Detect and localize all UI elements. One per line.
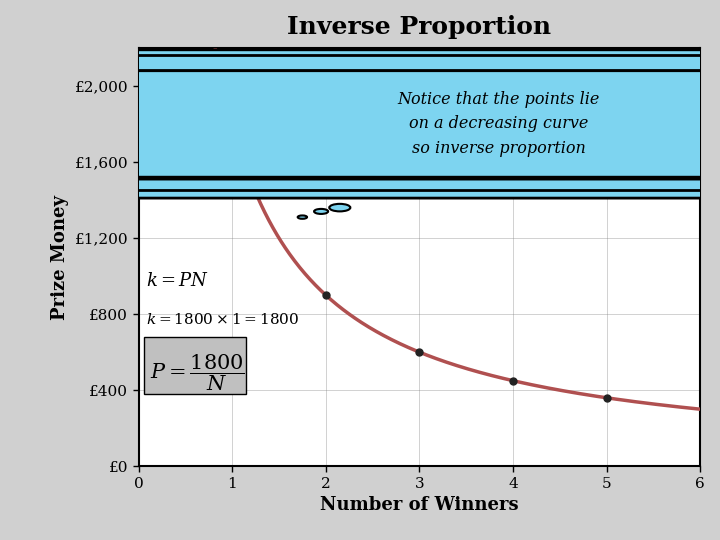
Circle shape <box>0 82 720 158</box>
Circle shape <box>0 114 720 187</box>
FancyBboxPatch shape <box>144 337 246 394</box>
Ellipse shape <box>314 209 328 214</box>
Text: $P = \dfrac{k}{N}$: $P = \dfrac{k}{N}$ <box>146 146 203 185</box>
X-axis label: Number of Winners: Number of Winners <box>320 496 518 514</box>
Text: $P = \dfrac{1800}{N}$: $P = \dfrac{1800}{N}$ <box>150 353 245 393</box>
Text: Notice that the points lie
on a decreasing curve
so inverse proportion: Notice that the points lie on a decreasi… <box>397 91 600 157</box>
Circle shape <box>0 114 720 191</box>
Circle shape <box>0 71 720 151</box>
Title: Inverse Proportion: Inverse Proportion <box>287 15 552 39</box>
Circle shape <box>0 71 720 177</box>
Text: $k = 1800 \times 1 = 1800$: $k = 1800 \times 1 = 1800$ <box>146 312 300 327</box>
Circle shape <box>0 99 720 179</box>
Circle shape <box>0 50 720 141</box>
Y-axis label: Prize Money: Prize Money <box>51 194 69 320</box>
Circle shape <box>0 118 720 198</box>
Ellipse shape <box>297 215 307 219</box>
Text: $P\alpha\,\dfrac{1}{N}$: $P\alpha\,\dfrac{1}{N}$ <box>146 90 195 127</box>
Ellipse shape <box>329 204 351 211</box>
Text: $k = PN$: $k = PN$ <box>146 272 210 289</box>
Circle shape <box>0 63 720 147</box>
Circle shape <box>0 56 720 143</box>
Circle shape <box>0 93 720 170</box>
